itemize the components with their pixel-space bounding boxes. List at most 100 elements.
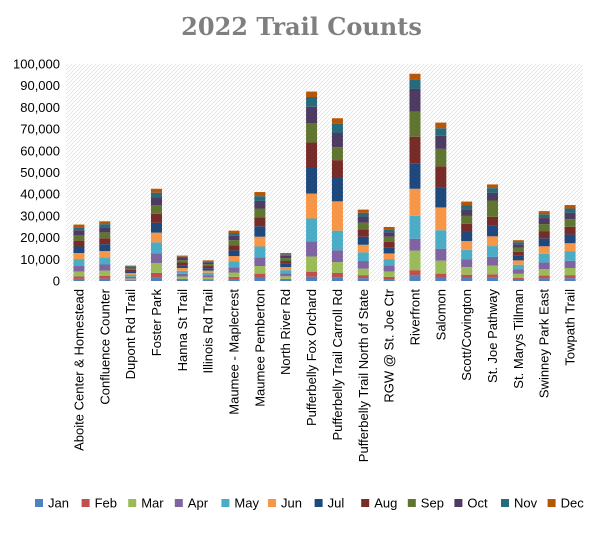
bar-segment <box>357 216 369 223</box>
bar-segment <box>383 229 395 233</box>
bar-segment <box>331 118 343 124</box>
bar-segment <box>461 209 473 216</box>
bar-segment <box>306 241 318 257</box>
bar-segment <box>99 238 111 245</box>
bar-segment <box>538 211 550 215</box>
bar-segment <box>176 255 188 257</box>
bar-segment <box>280 263 292 268</box>
y-tick-label: 50,000 <box>20 165 60 180</box>
bar-segment <box>99 227 111 233</box>
bar-segment <box>228 261 240 268</box>
bar-segment <box>99 251 111 258</box>
bar-segment <box>125 269 137 272</box>
bar-segment <box>538 224 550 232</box>
x-tick-label: Towpath Trail <box>563 289 578 366</box>
bar-segment <box>435 135 447 149</box>
y-tick-label: 10,000 <box>20 252 60 267</box>
bar-segment <box>409 73 421 80</box>
bar-segment <box>383 279 395 281</box>
bar-segment <box>202 277 214 280</box>
bar-segment <box>306 142 318 168</box>
bar-segment <box>512 273 524 278</box>
bar-segment <box>280 273 292 277</box>
bar-segment <box>73 278 85 281</box>
bar-segment <box>150 197 162 206</box>
bar-segment <box>461 249 473 260</box>
legend-swatch <box>268 499 276 507</box>
bar-segment <box>280 279 292 281</box>
bar-segment <box>176 279 188 281</box>
bar-segment <box>306 276 318 281</box>
bar-segment <box>306 193 318 219</box>
bar-segment <box>357 236 369 245</box>
bar-segment <box>176 276 188 279</box>
bar-segment <box>512 247 524 252</box>
x-tick-label: North River Rd <box>278 289 293 375</box>
bar-segment <box>512 269 524 274</box>
bar-segment <box>280 270 292 274</box>
bar-segment <box>487 225 499 237</box>
chart-title: 2022 Trail Counts <box>181 12 422 41</box>
bar-segment <box>99 276 111 279</box>
bar-segment <box>331 262 343 273</box>
bar-segment <box>176 278 188 280</box>
bar-segment <box>383 276 395 280</box>
bar-segment <box>125 273 137 275</box>
bar-segment <box>383 247 395 254</box>
bar-segment <box>409 238 421 251</box>
bar-segment <box>461 215 473 224</box>
legend-swatch <box>128 499 137 507</box>
bar-segment <box>228 230 240 234</box>
bar-segment <box>176 257 188 261</box>
bar-segment <box>73 253 85 260</box>
bar-segment <box>461 231 473 242</box>
bar-segment <box>461 259 473 268</box>
y-tick-label: 100,000 <box>13 57 60 72</box>
bar-segment <box>254 266 266 274</box>
bar-segment <box>461 223 473 232</box>
bar-segment <box>280 261 292 264</box>
bar-segment <box>435 166 447 188</box>
legend-label: Nov <box>514 496 538 511</box>
bar-segment <box>357 252 369 262</box>
bar-segment <box>254 196 266 201</box>
bar-segment <box>331 177 343 202</box>
bar-segment <box>435 128 447 136</box>
bar-segment <box>176 260 188 263</box>
bar-segment <box>176 270 188 274</box>
bar-segment <box>280 276 292 279</box>
legend-swatch <box>174 499 183 507</box>
bar-segment <box>461 201 473 206</box>
bar-segment <box>331 160 343 178</box>
y-tick-label: 40,000 <box>20 187 60 202</box>
bar-segment <box>99 270 111 277</box>
legend-label: Jun <box>281 496 302 511</box>
bar-segment <box>99 257 111 265</box>
bar-segment <box>254 273 266 278</box>
bar-segment <box>280 254 292 256</box>
bar-segment <box>409 275 421 281</box>
legend-label: Apr <box>188 496 209 511</box>
x-tick-label: Dupont Rd Trail <box>123 289 138 379</box>
x-tick-label: Pufferbelly Trail Carroll Rd <box>330 289 345 440</box>
bar-segment <box>564 226 576 235</box>
x-tick-label: Confluence Counter <box>97 288 112 404</box>
bar-segment <box>538 218 550 225</box>
bar-segment <box>202 279 214 281</box>
bar-segment <box>254 277 266 281</box>
legend-label: Jul <box>328 496 345 511</box>
bar-segment <box>280 258 292 262</box>
bar-segment <box>228 256 240 262</box>
legend-label: Aug <box>374 496 397 511</box>
bar-segment <box>409 188 421 216</box>
bar-segment <box>383 232 395 237</box>
bar-segment <box>150 262 162 273</box>
bar-segment <box>202 261 214 263</box>
legend-label: May <box>234 496 259 511</box>
legend-label: Mar <box>141 496 164 511</box>
bar-segment <box>306 256 318 272</box>
bar-segment <box>331 123 343 134</box>
bar-segment <box>383 253 395 260</box>
bar-segment <box>306 91 318 97</box>
y-tick-label: 0 <box>53 274 60 289</box>
